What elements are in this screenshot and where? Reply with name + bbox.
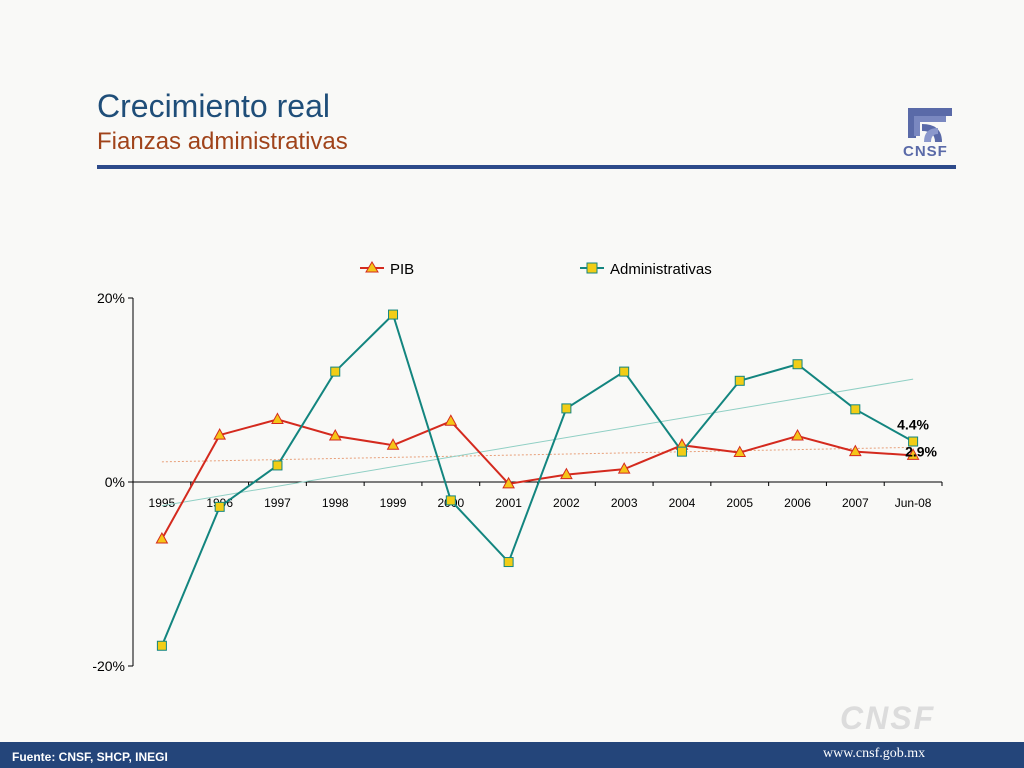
- y-tick-label: 20%: [97, 290, 125, 306]
- footer-bar: [0, 742, 1024, 768]
- data-point-administrativas: [503, 557, 514, 568]
- data-point-administrativas: [156, 640, 167, 651]
- x-tick-label: 2007: [842, 496, 869, 510]
- trendline-administrativas: [161, 378, 914, 507]
- data-point-pib: [617, 462, 631, 474]
- x-tick-label: 1999: [380, 496, 407, 510]
- data-point-pib: [848, 444, 862, 457]
- end-label-administrativas: 4.4%: [897, 417, 929, 433]
- cnsf-watermark: CNSF: [840, 700, 936, 736]
- x-tick-label: 2005: [726, 496, 753, 510]
- data-point-administrativas: [908, 436, 919, 447]
- data-point-administrativas: [272, 460, 283, 471]
- footer-url[interactable]: www.cnsf.gob.mx: [823, 746, 926, 761]
- data-point-administrativas: [792, 359, 803, 370]
- data-point-pib: [328, 428, 342, 441]
- data-point-pib: [213, 428, 227, 440]
- data-point-pib: [733, 445, 747, 458]
- cnsf-logo-icon: [908, 108, 952, 142]
- x-tick-label: 2003: [611, 496, 638, 510]
- data-point-pib: [271, 412, 284, 424]
- x-tick-label: 1998: [322, 496, 349, 510]
- page-subtitle: Fianzas administrativas: [97, 128, 348, 155]
- footer-source: Fuente: CNSF, SHCP, INEGI: [12, 750, 168, 764]
- data-point-pib: [906, 448, 920, 460]
- series-line-pib: [161, 418, 914, 540]
- chart-legend: PIB Administrativas: [360, 261, 712, 278]
- series-line-administrativas: [160, 312, 914, 647]
- x-tick-label: Jun-08: [895, 496, 932, 510]
- x-tick-label: 2001: [495, 496, 522, 510]
- legend-pib: PIB: [360, 261, 414, 278]
- data-point-pib: [502, 476, 515, 489]
- data-point-administrativas: [388, 309, 399, 320]
- title-rule: [97, 165, 956, 169]
- x-tick-label: 1997: [264, 496, 291, 510]
- data-point-pib: [560, 467, 573, 480]
- data-point-administrativas: [561, 403, 572, 414]
- legend-administrativas: Administrativas: [580, 261, 712, 278]
- page-title: Crecimiento real: [97, 88, 330, 124]
- data-point-pib: [155, 532, 169, 544]
- data-point-administrativas: [619, 366, 630, 377]
- x-tick-label: 2002: [553, 496, 580, 510]
- data-point-administrativas: [445, 495, 456, 506]
- data-point-pib: [386, 438, 400, 450]
- x-tick-label: 2006: [784, 496, 811, 510]
- data-point-pib: [791, 428, 804, 441]
- trendline-pib: [161, 446, 914, 463]
- y-tick-label: 0%: [105, 474, 125, 490]
- legend-pib-label: PIB: [390, 261, 414, 278]
- x-tick-label: 1995: [149, 496, 176, 510]
- logo-text: CNSF: [903, 143, 948, 160]
- data-point-administrativas: [214, 501, 225, 512]
- legend-administrativas-label: Administrativas: [610, 261, 712, 278]
- y-tick-label: -20%: [92, 658, 125, 674]
- data-point-administrativas: [734, 375, 745, 386]
- data-point-administrativas: [330, 366, 341, 377]
- end-label-pib: 2.9%: [905, 443, 937, 459]
- data-point-administrativas: [676, 446, 687, 457]
- data-point-pib: [444, 414, 458, 426]
- x-tick-label: 2004: [669, 496, 696, 510]
- data-point-administrativas: [850, 404, 861, 415]
